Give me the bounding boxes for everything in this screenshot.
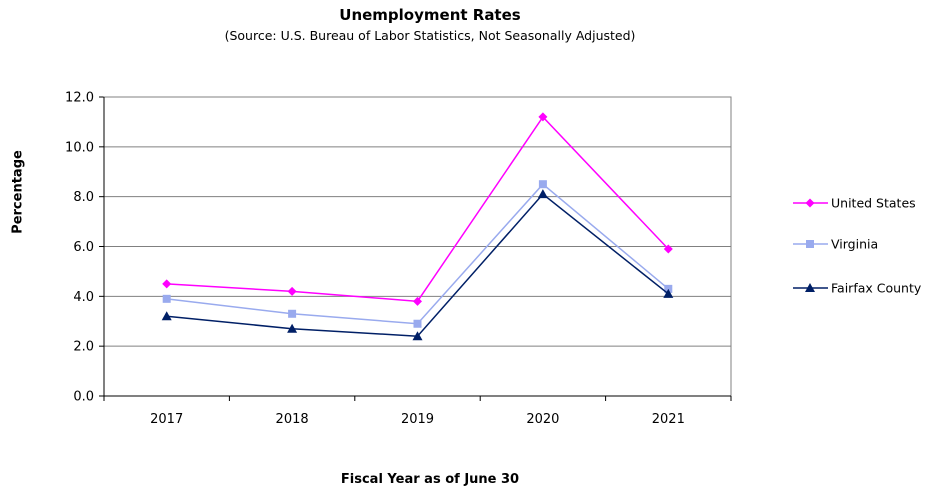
chart-subtitle: (Source: U.S. Bureau of Labor Statistics… [224, 28, 636, 43]
legend-label-united-states: United States [831, 196, 916, 211]
x-axis-label: Fiscal Year as of June 30 [340, 472, 520, 487]
y-tick-label: 2.0 [73, 340, 94, 355]
data-point-virginia [162, 294, 171, 303]
data-point-united-states [413, 296, 422, 306]
y-tick-label: 6.0 [73, 240, 94, 255]
legend-marker-virginia [806, 240, 814, 248]
y-tick-label: 8.0 [73, 190, 94, 205]
legend-label-fairfax-county: Fairfax County [831, 281, 922, 296]
y-tick-label: 0.0 [73, 390, 94, 405]
data-point-united-states [162, 279, 172, 289]
data-point-united-states [538, 112, 548, 122]
gridlines [104, 96, 731, 397]
legend-marker-fairfax-county [805, 283, 815, 292]
data-point-virginia [538, 180, 547, 189]
data-point-fairfax-county [537, 189, 548, 199]
y-tick-label: 4.0 [73, 290, 94, 305]
axes: 0.0 2.0 4.0 6.0 8.0 10.0 12.0 2017 2018 2019 2020 2… [65, 91, 732, 427]
data-point-fairfax-county [287, 323, 298, 333]
data-point-fairfax-county [663, 288, 674, 298]
x-tick-label: 2020 [526, 412, 559, 427]
data-point-virginia [288, 309, 297, 318]
data-point-virginia [413, 319, 422, 328]
y-tick-label: 10.0 [65, 140, 94, 155]
data-point-fairfax-county [161, 311, 172, 321]
chart-title: Unemployment Rates [339, 6, 521, 24]
data-point-fairfax-county [412, 331, 423, 341]
x-tick-label: 2017 [150, 412, 183, 427]
data-point-united-states [663, 244, 673, 254]
series-line-united-states [166, 115, 669, 303]
y-tick-label: 12.0 [65, 91, 94, 106]
x-tick-label: 2021 [652, 412, 685, 427]
x-tick-label: 2018 [276, 412, 309, 427]
legend: United States Virginia Fairfax County [793, 196, 922, 296]
legend-marker-united-states [805, 198, 815, 208]
series-layer [161, 112, 674, 341]
series-line-fairfax-county [166, 193, 669, 337]
data-point-united-states [287, 286, 297, 296]
x-tick-label: 2019 [401, 412, 434, 427]
legend-label-virginia: Virginia [831, 237, 878, 252]
